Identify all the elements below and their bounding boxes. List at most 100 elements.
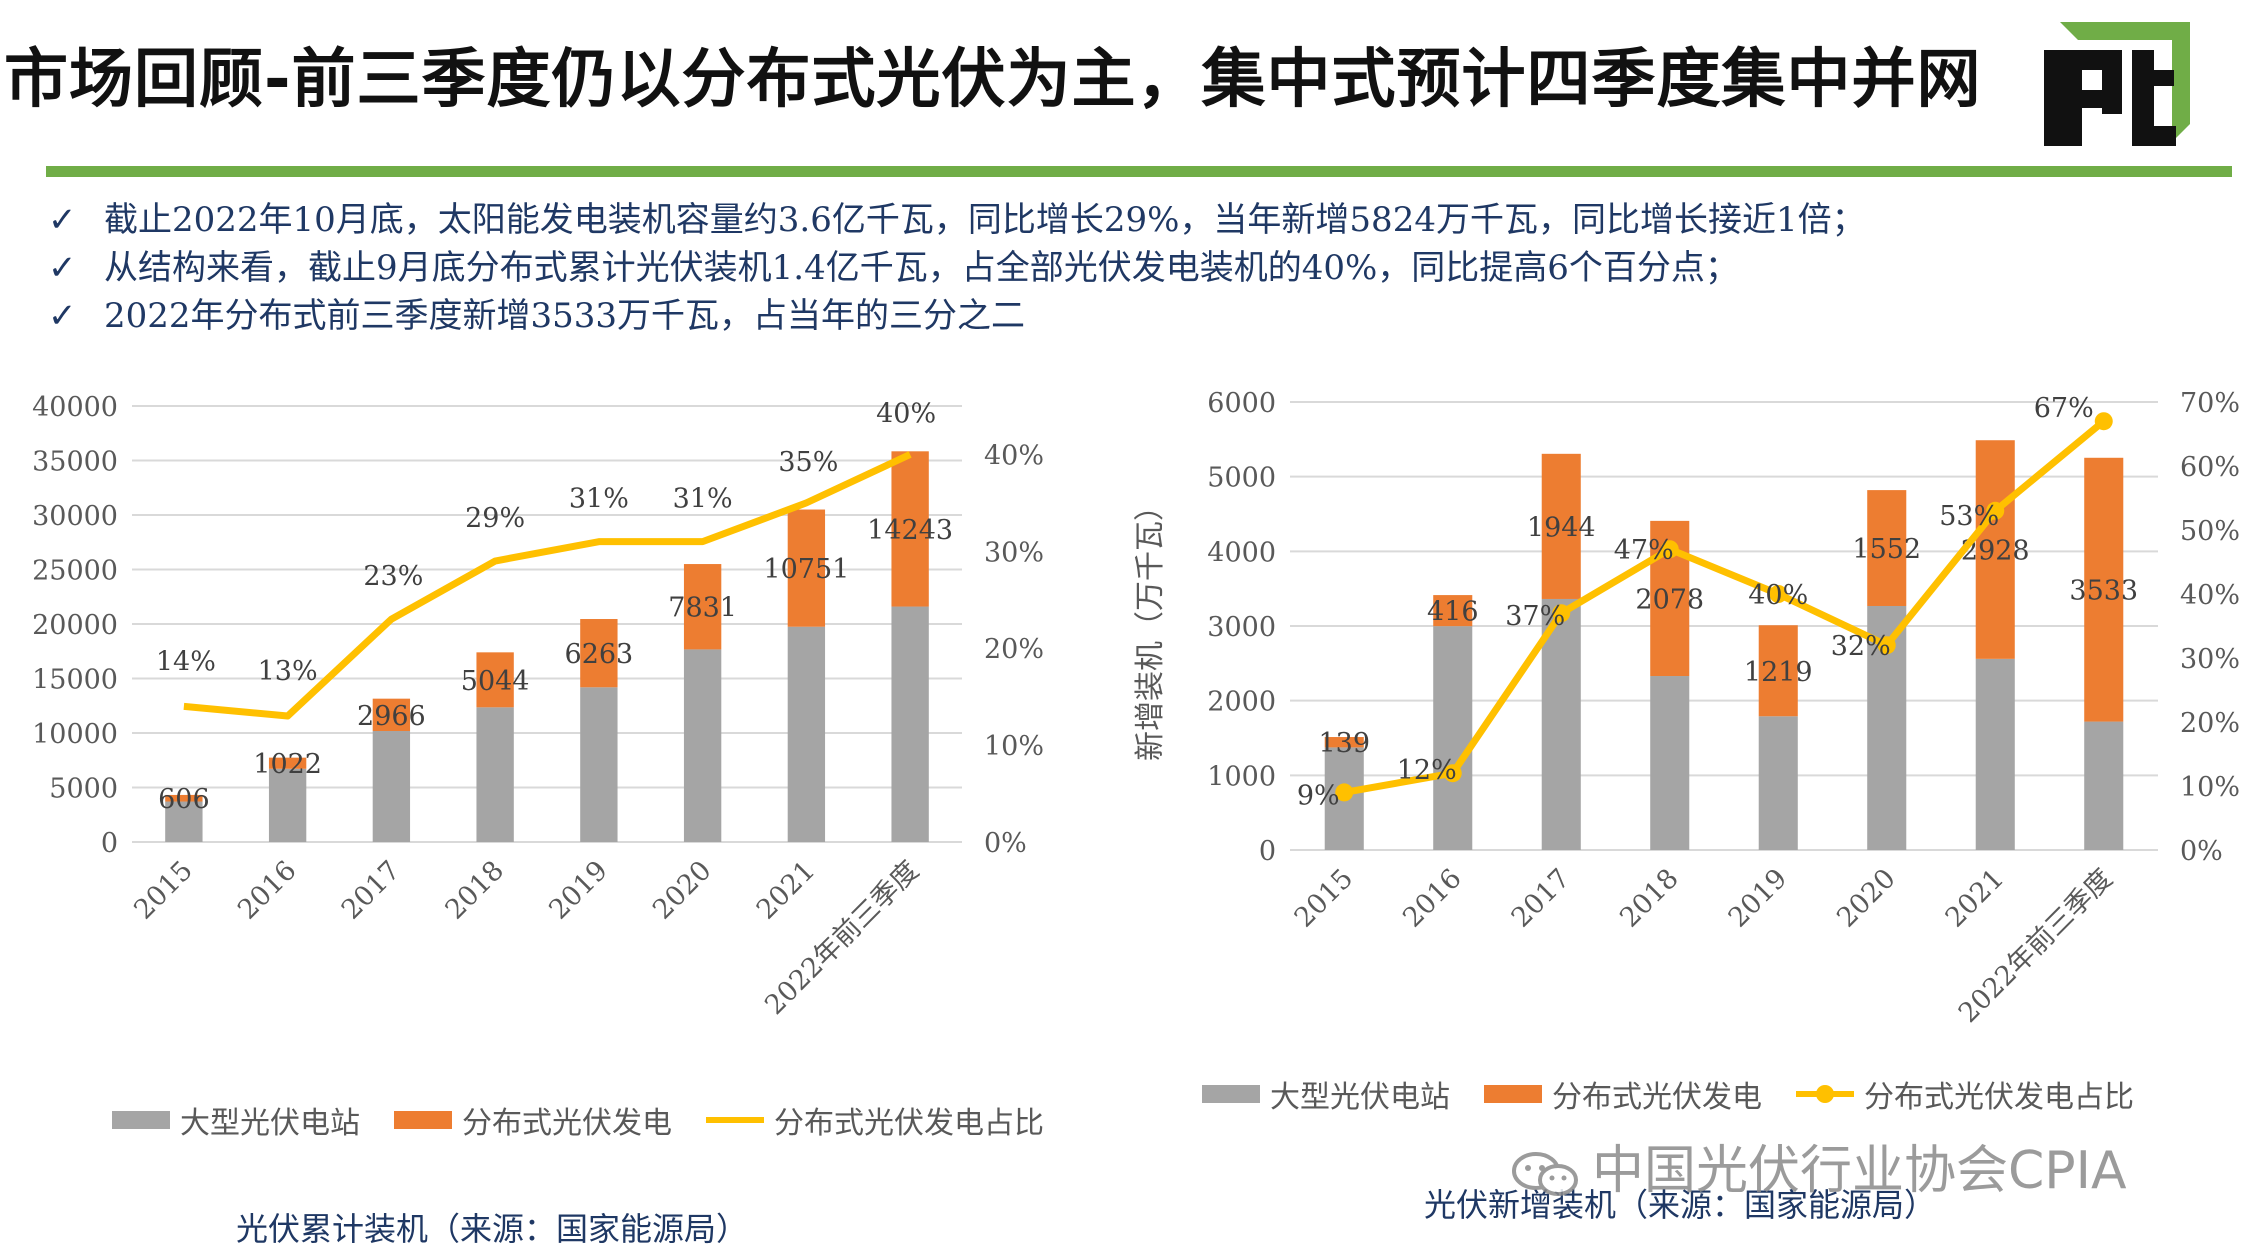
y-tick-label: 3000 xyxy=(1207,612,1276,643)
bullet-item: ✓ 截止2022年10月底，太阳能发电装机容量约3.6亿千瓦，同比增长29%，当年… xyxy=(48,196,1866,244)
x-tick-label: 2019 xyxy=(543,855,614,926)
x-tick-label: 2020 xyxy=(647,855,718,926)
wechat-icon xyxy=(1512,1152,1578,1196)
bullet-item: ✓ 从结构来看，截止9月底分布式累计光伏装机1.4亿千瓦，占全部光伏发电装机的40… xyxy=(48,244,1866,292)
bar-distributed xyxy=(1324,737,1364,748)
share-line xyxy=(1343,418,2106,796)
line-data-label: 31% xyxy=(673,484,733,515)
share-point xyxy=(1986,501,2005,520)
cumulative-installation-chart: 0 5000 10000 15000 20000 25000 30000 35000 40000… xyxy=(32,392,1044,1021)
bar-data-label: 416 xyxy=(1427,597,1479,628)
title-divider xyxy=(46,166,2232,177)
bar-data-label: 1022 xyxy=(253,749,322,780)
bar-large xyxy=(1758,716,1798,850)
share-point xyxy=(2094,412,2113,431)
bar-large xyxy=(2084,721,2124,850)
legend-left: 大型光伏电站 分布式光伏发电 分布式光伏发电占比 xyxy=(112,1098,1078,1142)
bar-large xyxy=(372,730,411,842)
line-data-label: 47% xyxy=(1614,535,1674,566)
bar-distributed xyxy=(165,794,203,802)
bar-data-label: 7831 xyxy=(668,593,737,624)
bar-large xyxy=(1541,598,1581,850)
y-tick-label: 40000 xyxy=(32,392,118,423)
share-point xyxy=(1660,540,1679,559)
line-data-label: 40% xyxy=(1748,580,1808,611)
bar-data-label: 1552 xyxy=(1852,534,1921,565)
cpia-logo xyxy=(2044,22,2190,146)
y-tick-label: 30000 xyxy=(32,501,118,532)
bar-data-label: 5044 xyxy=(461,666,530,697)
page-title: 市场回顾-前三季度仍以分布式光伏为主，集中式预计四季度集中并网 xyxy=(4,43,1982,117)
y-tick-label: 0 xyxy=(101,828,118,859)
line-data-label: 14% xyxy=(156,646,216,677)
legend-item-share: 分布式光伏发电占比 xyxy=(706,1098,1044,1142)
y2-tick-label: 40% xyxy=(2180,580,2240,611)
x-tick-label: 2021 xyxy=(751,855,822,926)
y2-tick-label: 40% xyxy=(984,440,1044,471)
y2-tick-label: 20% xyxy=(2180,708,2240,739)
bar-distributed xyxy=(476,652,514,708)
bar-distributed xyxy=(2084,457,2124,722)
new-installation-chart: 0 1000 2000 3000 4000 5000 6000 0% 10% 20% 30% 40% 5… xyxy=(1133,388,2240,1029)
y-tick-label: 25000 xyxy=(32,556,118,587)
caption-left: 光伏累计装机（来源：国家能源局） xyxy=(236,1210,749,1248)
y2-tick-label: 0% xyxy=(984,828,1027,859)
bar-large xyxy=(1650,676,1690,850)
legend-item-distributed: 分布式光伏发电 xyxy=(394,1098,672,1142)
bar-data-label: 139 xyxy=(1318,728,1370,759)
watermark: 中国光伏行业协会CPIA xyxy=(1510,1128,2127,1203)
bar-data-label: 2078 xyxy=(1635,584,1704,615)
caption-right: 光伏新增装机（来源：国家能源局） xyxy=(1424,1186,1937,1224)
bar-distributed xyxy=(580,619,618,688)
x-tick-label: 2015 xyxy=(128,855,199,926)
x-tick-label: 2019 xyxy=(1723,863,1794,934)
line-data-label: 29% xyxy=(465,503,525,534)
bar-large xyxy=(1975,658,2015,850)
x-tick-label: 2018 xyxy=(440,855,511,926)
y2-tick-label: 30% xyxy=(2180,644,2240,675)
x-tick-label: 2020 xyxy=(1831,863,1902,934)
line-data-label: 23% xyxy=(363,561,423,592)
y-tick-label: 1000 xyxy=(1207,761,1276,792)
share-point xyxy=(1769,585,1788,603)
check-icon: ✓ xyxy=(48,296,77,336)
y-tick-label: 5000 xyxy=(49,774,118,805)
bar-large xyxy=(1433,626,1473,850)
bar-large xyxy=(268,768,307,842)
bar-distributed xyxy=(372,698,411,731)
y-tick-label: 4000 xyxy=(1207,537,1276,568)
line-data-label: 31% xyxy=(569,484,629,515)
line-data-label: 37% xyxy=(1505,601,1565,632)
bar-distributed xyxy=(891,451,929,607)
bar-data-label: 606 xyxy=(158,784,210,815)
bar-large xyxy=(891,606,929,842)
y-tick-label: 20000 xyxy=(32,610,118,641)
bar-data-label: 6263 xyxy=(565,639,634,670)
y-tick-label: 2000 xyxy=(1207,687,1276,718)
bar-distributed xyxy=(1867,490,1907,606)
x-tick-label: 2015 xyxy=(1289,863,1360,934)
y-tick-label: 0 xyxy=(1259,836,1276,867)
y-tick-label: 10000 xyxy=(32,719,118,750)
y2-tick-label: 70% xyxy=(2180,388,2240,419)
line-data-label: 9% xyxy=(1297,780,1340,811)
line-data-label: 40% xyxy=(876,398,936,429)
legend-item-large: 大型光伏电站 xyxy=(1202,1072,1450,1116)
bar-large xyxy=(165,801,203,842)
bar-data-label: 2966 xyxy=(357,701,426,732)
bar-data-label: 1944 xyxy=(1527,512,1596,543)
bar-distributed xyxy=(268,757,307,769)
bar-large xyxy=(580,687,618,842)
bar-data-label: 1219 xyxy=(1744,657,1813,688)
bar-large xyxy=(476,707,514,842)
y-tick-label: 6000 xyxy=(1207,388,1276,419)
bar-data-label: 14243 xyxy=(867,515,953,546)
bar-distributed xyxy=(1541,453,1581,599)
bar-large xyxy=(787,626,826,842)
y2-tick-label: 60% xyxy=(2180,452,2240,483)
bar-distributed xyxy=(787,509,826,627)
bar-data-label: 3533 xyxy=(2069,576,2138,607)
x-tick-label: 2017 xyxy=(336,855,407,926)
bullet-item: ✓ 2022年分布式前三季度新增3533万千瓦，占当年的三分之二 xyxy=(48,292,1866,340)
x-tick-label: 2021 xyxy=(1940,863,2011,934)
